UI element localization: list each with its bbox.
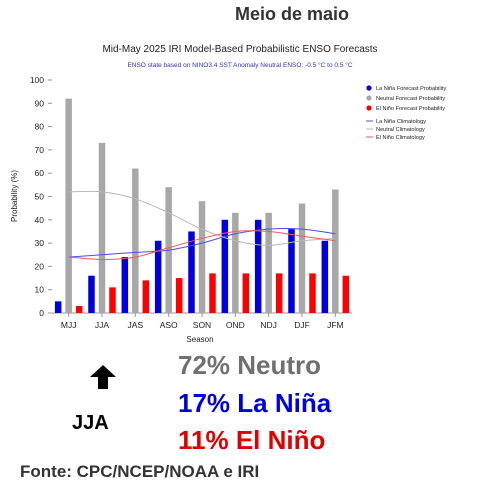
y-tick-label: 40 — [35, 215, 45, 225]
y-tick-label: 90 — [35, 98, 45, 108]
y-tick-label: 50 — [35, 192, 45, 202]
enso-forecast-chart: Mid-May 2025 IRI Model-Based Probabilist… — [10, 44, 446, 344]
bar-lanina — [121, 257, 129, 313]
bar-lanina — [321, 240, 329, 313]
bar-elnino — [342, 275, 350, 313]
climatology-line-elnino — [68, 230, 336, 260]
y-axis-label: Probability (%) — [10, 170, 19, 222]
bar-lanina — [254, 219, 262, 313]
summary-lanina: 17% La Niña — [178, 388, 332, 418]
x-tick-label: MJJ — [61, 320, 77, 330]
bar-lanina — [154, 240, 162, 313]
bar-neutral — [298, 203, 306, 313]
bar-lanina — [88, 275, 95, 313]
page-title: Meio de maio — [235, 4, 350, 24]
up-arrow-icon — [88, 364, 118, 395]
bar-elnino — [142, 280, 150, 313]
x-tick-label: NDJ — [260, 320, 277, 330]
x-tick-label: JFM — [327, 320, 344, 330]
x-tick-label: JJA — [95, 320, 110, 330]
y-tick-label: 30 — [35, 238, 45, 248]
legend-marker — [366, 85, 372, 91]
bar-elnino — [309, 273, 316, 313]
highlight-season: JJA — [72, 412, 109, 434]
x-tick-label: JAS — [128, 320, 144, 330]
x-tick-label: ASO — [160, 320, 178, 330]
bar-elnino — [175, 278, 183, 313]
bar-neutral — [65, 98, 72, 313]
legend-label: La Niña Forecast Probability — [376, 86, 446, 92]
bar-elnino — [209, 273, 216, 313]
x-axis-label: Season — [186, 335, 213, 344]
bar-neutral — [232, 212, 239, 313]
y-tick-label: 70 — [35, 145, 45, 155]
legend-label: El Niño Forecast Probability — [376, 106, 445, 112]
y-tick-label: 20 — [35, 261, 45, 271]
bar-lanina — [221, 219, 229, 313]
bar-neutral — [265, 212, 272, 313]
bar-elnino — [75, 306, 83, 313]
x-tick-label: OND — [226, 320, 245, 330]
bar-lanina — [288, 229, 295, 313]
x-tick-label: SON — [193, 320, 211, 330]
x-tick-label: DJF — [294, 320, 310, 330]
y-tick-label: 80 — [35, 122, 45, 132]
climatology-line-lanina — [68, 228, 336, 258]
bar-lanina — [188, 231, 195, 313]
legend-marker — [366, 105, 372, 111]
y-tick-label: 0 — [39, 308, 44, 318]
bar-elnino — [109, 287, 116, 313]
bar-elnino — [275, 273, 283, 313]
bar-neutral — [132, 168, 139, 313]
legend-marker — [366, 95, 372, 101]
chart-subtitle: ENSO state based on NINO3.4 SST Anomaly … — [127, 61, 352, 69]
source-text: Fonte: CPC/NCEP/NOAA e IRI — [20, 462, 260, 481]
legend-label: Neutral Climatology — [376, 127, 425, 133]
plot-area: 0 10 20 30 40 50 60 70 80 90 100 MJJ JJA JAS ASO SON OND… — [30, 75, 352, 330]
bar-lanina — [54, 301, 62, 313]
y-tick-label: 60 — [35, 168, 45, 178]
summary-elnino: 11% El Niño — [178, 425, 326, 455]
chart-title: Mid-May 2025 IRI Model-Based Probabilist… — [102, 44, 377, 55]
bar-neutral — [332, 189, 339, 313]
y-tick-label: 100 — [30, 75, 44, 85]
bar-elnino — [242, 273, 250, 313]
bar-neutral — [98, 142, 106, 313]
y-tick-label: 10 — [35, 285, 45, 295]
legend-label: Neutral Forecast Probability — [376, 96, 445, 102]
bar-neutral — [198, 201, 206, 313]
summary-neutral: 72% Neutro — [178, 350, 322, 380]
legend-label: El Niño Climatology — [376, 135, 425, 141]
legend: La Niña Forecast Probability Neutral Fore… — [366, 85, 446, 141]
legend-label: La Niña Climatology — [376, 119, 426, 125]
climatology-line-neutral — [68, 190, 336, 246]
